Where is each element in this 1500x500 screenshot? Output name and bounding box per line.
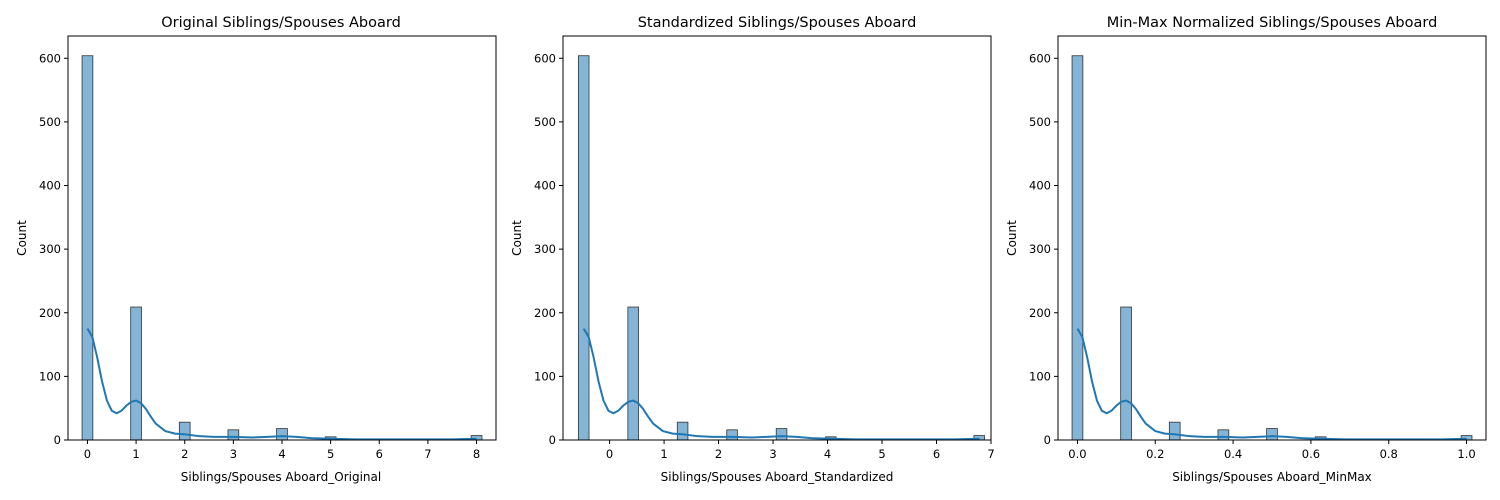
- y-tick-label: 200: [39, 306, 61, 320]
- x-tick-label: 0.4: [1224, 447, 1242, 461]
- histogram-bar: [726, 429, 738, 441]
- histogram-panel-original: Original Siblings/Spouses Aboard Sibling…: [15, 15, 497, 484]
- histogram-bar: [81, 55, 94, 441]
- panel-title: Min-Max Normalized Siblings/Spouses Aboa…: [1107, 15, 1438, 31]
- plot-frame: [1057, 35, 1487, 441]
- x-tick-label: 7: [987, 447, 994, 461]
- y-tick-label: 400: [1029, 179, 1051, 193]
- y-tick-label: 500: [39, 115, 61, 129]
- y-tick-label: 300: [39, 242, 61, 256]
- x-tick-label: 2: [715, 447, 722, 461]
- plot-frame: [562, 35, 992, 441]
- histogram-bar: [676, 421, 689, 441]
- x-tick-label: 4: [278, 447, 285, 461]
- x-tick-label: 3: [769, 447, 776, 461]
- y-tick-label: 600: [39, 51, 61, 65]
- histogram-panel-minmax: Min-Max Normalized Siblings/Spouses Aboa…: [1005, 15, 1487, 484]
- y-tick-label: 100: [39, 369, 61, 383]
- histogram-panel-standardized: Standardized Siblings/Spouses Aboard Sib…: [510, 15, 995, 484]
- histogram-bar: [276, 428, 288, 441]
- histogram-bar: [178, 421, 191, 441]
- x-axis-label: Siblings/Spouses Aboard_MinMax: [1172, 470, 1372, 484]
- x-tick-label: 1.0: [1457, 447, 1475, 461]
- x-tick-label: 0.0: [1068, 447, 1086, 461]
- kde-curve: [1076, 328, 1467, 441]
- kde-curve: [582, 328, 980, 441]
- x-tick-label: 4: [824, 447, 831, 461]
- y-tick-label: 300: [1029, 242, 1051, 256]
- x-tick-label: 5: [327, 447, 334, 461]
- x-tick-label: 0.8: [1380, 447, 1398, 461]
- y-tick-label: 500: [1029, 115, 1051, 129]
- x-tick-label: 1: [660, 447, 667, 461]
- x-tick-label: 1: [132, 447, 139, 461]
- y-axis-label: Count: [15, 220, 29, 256]
- y-tick-label: 200: [534, 306, 556, 320]
- panel-title: Original Siblings/Spouses Aboard: [161, 15, 401, 31]
- histogram-bar: [1266, 428, 1278, 441]
- x-axis-label: Siblings/Spouses Aboard_Standardized: [661, 470, 894, 484]
- histogram-bar: [1217, 429, 1230, 441]
- x-tick-label: 0: [606, 447, 613, 461]
- y-tick-label: 400: [534, 179, 556, 193]
- histogram-bar: [130, 306, 142, 441]
- histogram-bar: [627, 306, 639, 441]
- panel-title: Standardized Siblings/Spouses Aboard: [638, 15, 917, 31]
- x-tick-label: 7: [424, 447, 431, 461]
- x-tick-label: 6: [376, 447, 383, 461]
- kde-curve: [86, 328, 477, 441]
- x-tick-label: 0.6: [1302, 447, 1320, 461]
- y-axis-label: Count: [510, 220, 524, 256]
- histogram-bar: [775, 428, 788, 441]
- x-tick-label: 3: [230, 447, 237, 461]
- x-tick-label: 8: [473, 447, 480, 461]
- y-tick-label: 0: [54, 433, 61, 447]
- y-tick-label: 200: [1029, 306, 1051, 320]
- y-tick-label: 100: [534, 369, 556, 383]
- histogram-bar: [1071, 55, 1084, 441]
- y-axis-label: Count: [1005, 220, 1019, 256]
- x-axis-label: Siblings/Spouses Aboard_Original: [181, 470, 381, 484]
- y-tick-label: 400: [39, 179, 61, 193]
- x-tick-label: 0.2: [1146, 447, 1164, 461]
- x-tick-label: 0: [84, 447, 91, 461]
- y-tick-label: 0: [549, 433, 556, 447]
- y-tick-label: 300: [534, 242, 556, 256]
- y-tick-label: 600: [1029, 51, 1051, 65]
- histogram-bar: [577, 55, 590, 441]
- y-tick-label: 600: [534, 51, 556, 65]
- x-tick-label: 6: [933, 447, 940, 461]
- x-tick-label: 5: [878, 447, 885, 461]
- y-tick-label: 0: [1044, 433, 1051, 447]
- histogram-bar: [227, 429, 240, 441]
- histogram-bar: [1120, 306, 1132, 441]
- histogram-bar: [1168, 421, 1181, 441]
- y-tick-label: 500: [534, 115, 556, 129]
- y-tick-label: 100: [1029, 369, 1051, 383]
- x-tick-label: 2: [181, 447, 188, 461]
